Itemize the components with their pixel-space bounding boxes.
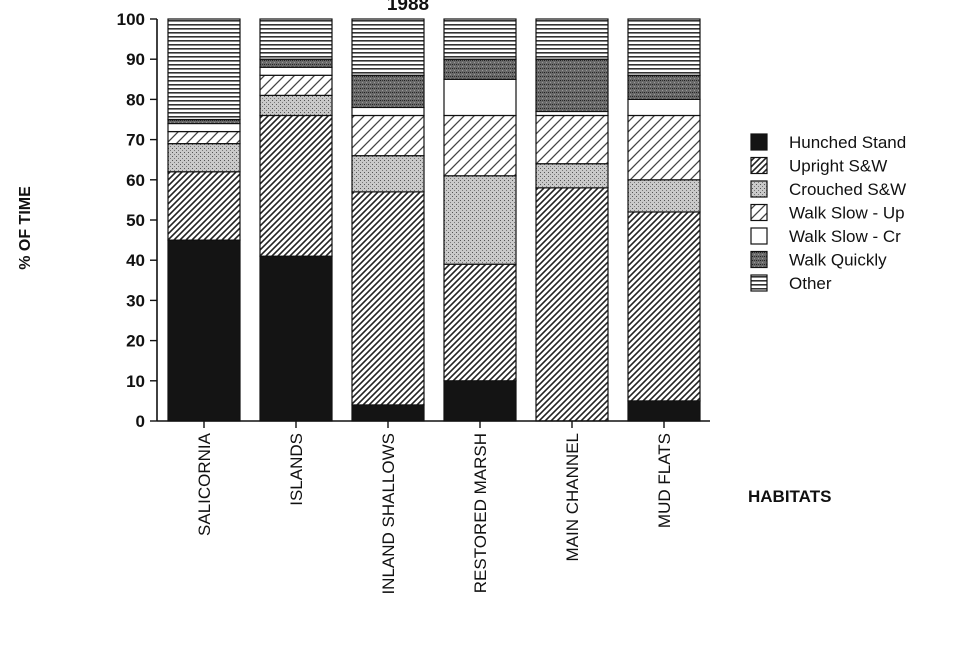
bar-mud-flats [627,18,701,422]
segment-main-channel-walk-quickly [535,58,609,113]
segment-mud-flats-walk-slow-up [627,114,701,181]
segment-islands-walk-quickly [259,58,333,68]
legend-swatch-walk-slow-cr [750,227,768,245]
segment-inland-shallows-hunched-stand [351,404,425,422]
segment-islands-walk-slow-up [259,74,333,96]
y-tick-label-0: 0 [136,412,145,431]
segment-inland-shallows-crouched-sandw [351,155,425,193]
x-tick-label-salicornia: SALICORNIA [195,432,214,536]
segment-mud-flats-crouched-sandw [627,179,701,213]
legend-label-walk-quickly: Walk Quickly [789,251,887,270]
y-axis-label: % OF TIME [17,186,34,270]
bar-inland-shallows [351,18,425,422]
segment-mud-flats-other [627,18,701,76]
segment-main-channel-other [535,18,609,60]
bars-group [167,18,701,422]
x-tick-label-islands: ISLANDS [287,433,306,506]
segment-islands-upright-sandw [259,114,333,257]
legend-swatch-crouched-sandw [750,180,768,198]
legend-item-walk-slow-cr: Walk Slow - Cr [750,227,901,246]
y-tick-label-30: 30 [126,291,145,310]
segment-islands-walk-slow-cr [259,66,333,76]
segment-main-channel-upright-sandw [535,187,609,422]
legend-label-hunched-stand: Hunched Stand [789,133,906,152]
segment-salicornia-walk-slow-up [167,130,241,145]
legend: Hunched Stand Upright S&W Crouched S&W Walk… [750,133,906,293]
x-axis: SALICORNIA ISLANDS INLAND SHALLOWS RESTORED… [157,420,710,595]
legend-label-walk-slow-cr: Walk Slow - Cr [789,227,901,246]
y-tick-label-50: 50 [126,211,145,230]
y-tick-label-10: 10 [126,372,145,391]
legend-swatch-walk-slow-up [750,203,768,222]
x-axis-label: HABITATS [748,487,831,506]
segment-salicornia-upright-sandw [167,171,241,241]
segment-restored-marsh-upright-sandw [443,263,517,382]
segment-mud-flats-walk-quickly [627,74,701,100]
bar-restored-marsh [443,18,517,422]
x-tick-label-main-channel: MAIN CHANNEL [563,433,582,561]
y-tick-label-60: 60 [126,171,145,190]
y-axis: 0 10 20 30 40 50 60 70 80 90 100 [117,10,158,431]
segment-salicornia-crouched-sandw [167,143,241,173]
y-tick-label-90: 90 [126,50,145,69]
segment-restored-marsh-walk-quickly [443,58,517,80]
x-tick-label-inland-shallows: INLAND SHALLOWS [379,433,398,595]
segment-inland-shallows-walk-quickly [351,74,425,109]
legend-label-upright-sandw: Upright S&W [789,157,887,176]
legend-label-walk-slow-up: Walk Slow - Up [789,204,905,223]
segment-restored-marsh-walk-slow-cr [443,78,517,117]
segment-main-channel-crouched-sandw [535,163,609,189]
segment-islands-hunched-stand [259,255,333,422]
legend-item-upright-sandw: Upright S&W [750,156,887,176]
x-tick-label-restored-marsh: RESTORED MARSH [471,433,490,593]
segment-restored-marsh-other [443,18,517,60]
segment-islands-other [259,18,333,60]
segment-mud-flats-upright-sandw [627,211,701,402]
legend-swatch-other [750,274,768,292]
legend-item-walk-slow-up: Walk Slow - Up [750,203,905,223]
segment-islands-crouched-sandw [259,94,333,117]
legend-swatch-walk-quickly [750,250,768,269]
legend-item-crouched-sandw: Crouched S&W [750,180,906,199]
segment-inland-shallows-other [351,18,425,76]
y-tick-label-80: 80 [126,90,145,109]
segment-restored-marsh-crouched-sandw [443,175,517,265]
legend-swatch-upright-sandw [750,156,768,175]
legend-item-other: Other [750,274,832,293]
legend-item-hunched-stand: Hunched Stand [750,133,906,152]
segment-salicornia-other [167,18,241,121]
y-tick-label-20: 20 [126,332,145,351]
segment-inland-shallows-walk-slow-cr [351,106,425,117]
segment-salicornia-hunched-stand [167,239,241,422]
legend-swatch-hunched-stand [750,133,768,151]
segment-main-channel-walk-slow-cr [535,110,609,117]
segment-salicornia-walk-quickly [167,118,241,125]
segment-restored-marsh-hunched-stand [443,380,517,422]
segment-mud-flats-walk-slow-cr [627,98,701,117]
legend-item-walk-quickly: Walk Quickly [750,250,887,270]
chart-title: 1988 [387,0,429,15]
y-tick-label-70: 70 [126,131,145,150]
x-tick-label-mud-flats: MUD FLATS [655,433,674,528]
legend-label-crouched-sandw: Crouched S&W [789,180,906,199]
segment-restored-marsh-walk-slow-up [443,114,517,177]
legend-label-other: Other [789,274,832,293]
segment-salicornia-walk-slow-cr [167,122,241,133]
segment-inland-shallows-upright-sandw [351,191,425,406]
bar-salicornia [167,18,241,422]
y-tick-label-100: 100 [117,10,145,29]
y-tick-label-40: 40 [126,251,145,270]
segment-mud-flats-hunched-stand [627,400,701,422]
bar-main-channel [535,18,609,422]
bar-islands [259,18,333,422]
segment-main-channel-walk-slow-up [535,114,609,165]
segment-inland-shallows-walk-slow-up [351,114,425,157]
